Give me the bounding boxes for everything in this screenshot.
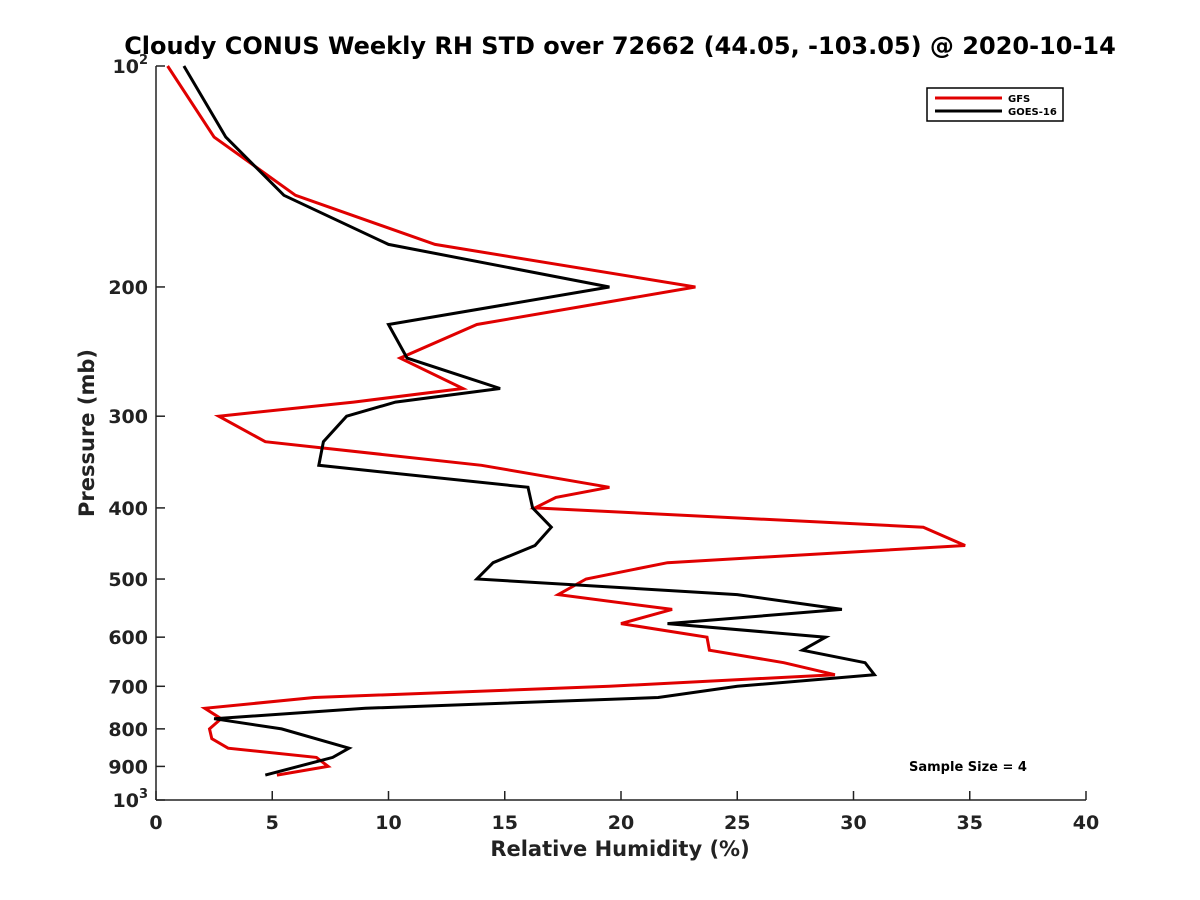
- x-tick-label: 0: [149, 812, 162, 834]
- x-tick-label: 40: [1073, 812, 1099, 834]
- y-axis-label: Pressure (mb): [75, 349, 99, 517]
- chart-title: Cloudy CONUS Weekly RH STD over 72662 (4…: [124, 32, 1116, 60]
- legend-label-goes-16: GOES-16: [1008, 107, 1057, 118]
- x-tick-label: 15: [492, 812, 518, 834]
- plot-area: [166, 65, 966, 777]
- x-tick-label: 10: [375, 812, 401, 834]
- x-tick-label: 35: [957, 812, 983, 834]
- x-tick-label: 5: [266, 812, 279, 834]
- series-line-goes-16: [182, 65, 878, 777]
- x-tick-label: 20: [608, 812, 634, 834]
- y-tick-label: 200: [108, 277, 148, 299]
- y-tick-label: 800: [108, 719, 148, 741]
- legend-box: [926, 87, 1064, 122]
- x-tick-label: 25: [724, 812, 750, 834]
- x-axis-label: Relative Humidity (%): [490, 837, 749, 861]
- sample-size-annotation: Sample Size = 4: [909, 760, 1027, 775]
- y-tick-label: 300: [108, 406, 148, 428]
- y-tick-label: 102: [113, 53, 149, 78]
- y-tick-label: 400: [108, 498, 148, 520]
- legend: GFS GOES-16: [926, 87, 1064, 122]
- series-line-gfs: [166, 65, 966, 777]
- x-tick-label: 30: [840, 812, 866, 834]
- y-tick-label: 103: [113, 787, 149, 812]
- axes: 0 5 10 15 20 25 30 35 40 102 200 300 400 500 600 700 800…: [108, 53, 1099, 834]
- y-tick-label: 500: [108, 569, 148, 591]
- y-tick-label: 700: [108, 676, 148, 698]
- y-tick-label: 600: [108, 627, 148, 649]
- legend-label-gfs: GFS: [1008, 94, 1030, 105]
- y-tick-label: 900: [108, 756, 148, 778]
